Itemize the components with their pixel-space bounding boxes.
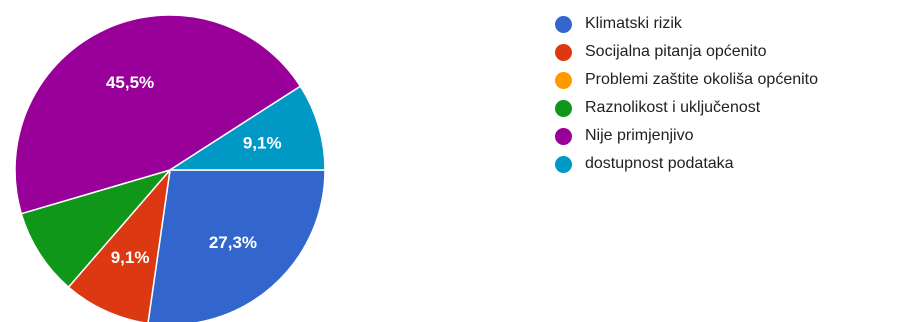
pie-slice-4	[14, 14, 302, 215]
legend-label: Problemi zaštite okoliša općenito	[585, 71, 819, 88]
pie-slice-0	[147, 169, 326, 322]
legend-item: Problemi zaštite okoliša općenito	[555, 66, 818, 94]
legend-item: Socijalna pitanja općenito	[555, 38, 818, 66]
legend-swatch	[555, 43, 572, 61]
legend-label: Klimatski rizik	[585, 15, 682, 32]
pie-slice-1	[67, 169, 171, 322]
pie-value-labels: 27,3% 9,1% 45,5% 9,1%	[106, 73, 282, 267]
pie-slice-label-5: 9,1%	[243, 133, 282, 152]
chart-legend: Klimatski rizik Socijalna pitanja općenit…	[555, 10, 818, 178]
legend-item: Klimatski rizik	[555, 10, 818, 38]
legend-item: Raznolikost i uključenost	[555, 94, 818, 122]
legend-swatch	[555, 15, 572, 33]
legend-swatch	[555, 127, 572, 145]
legend-item: Nije primjenjivo	[555, 122, 818, 150]
legend-label: Raznolikost i uključenost	[585, 99, 761, 116]
legend-swatch	[555, 71, 572, 89]
legend-item: dostupnost podataka	[555, 150, 818, 178]
pie-slice-5	[169, 85, 326, 171]
pie-slice-3	[20, 169, 171, 288]
pie-slice-label-1: 9,1%	[111, 248, 150, 267]
legend-swatch	[555, 155, 572, 173]
pie-slice-label-4: 45,5%	[106, 73, 154, 92]
legend-swatch	[555, 99, 572, 117]
legend-label: dostupnost podataka	[585, 155, 734, 172]
pie-slice-label-0: 27,3%	[209, 233, 257, 252]
legend-label: Nije primjenjivo	[585, 127, 694, 144]
pie-slices	[14, 14, 326, 322]
legend-label: Socijalna pitanja općenito	[585, 43, 767, 60]
